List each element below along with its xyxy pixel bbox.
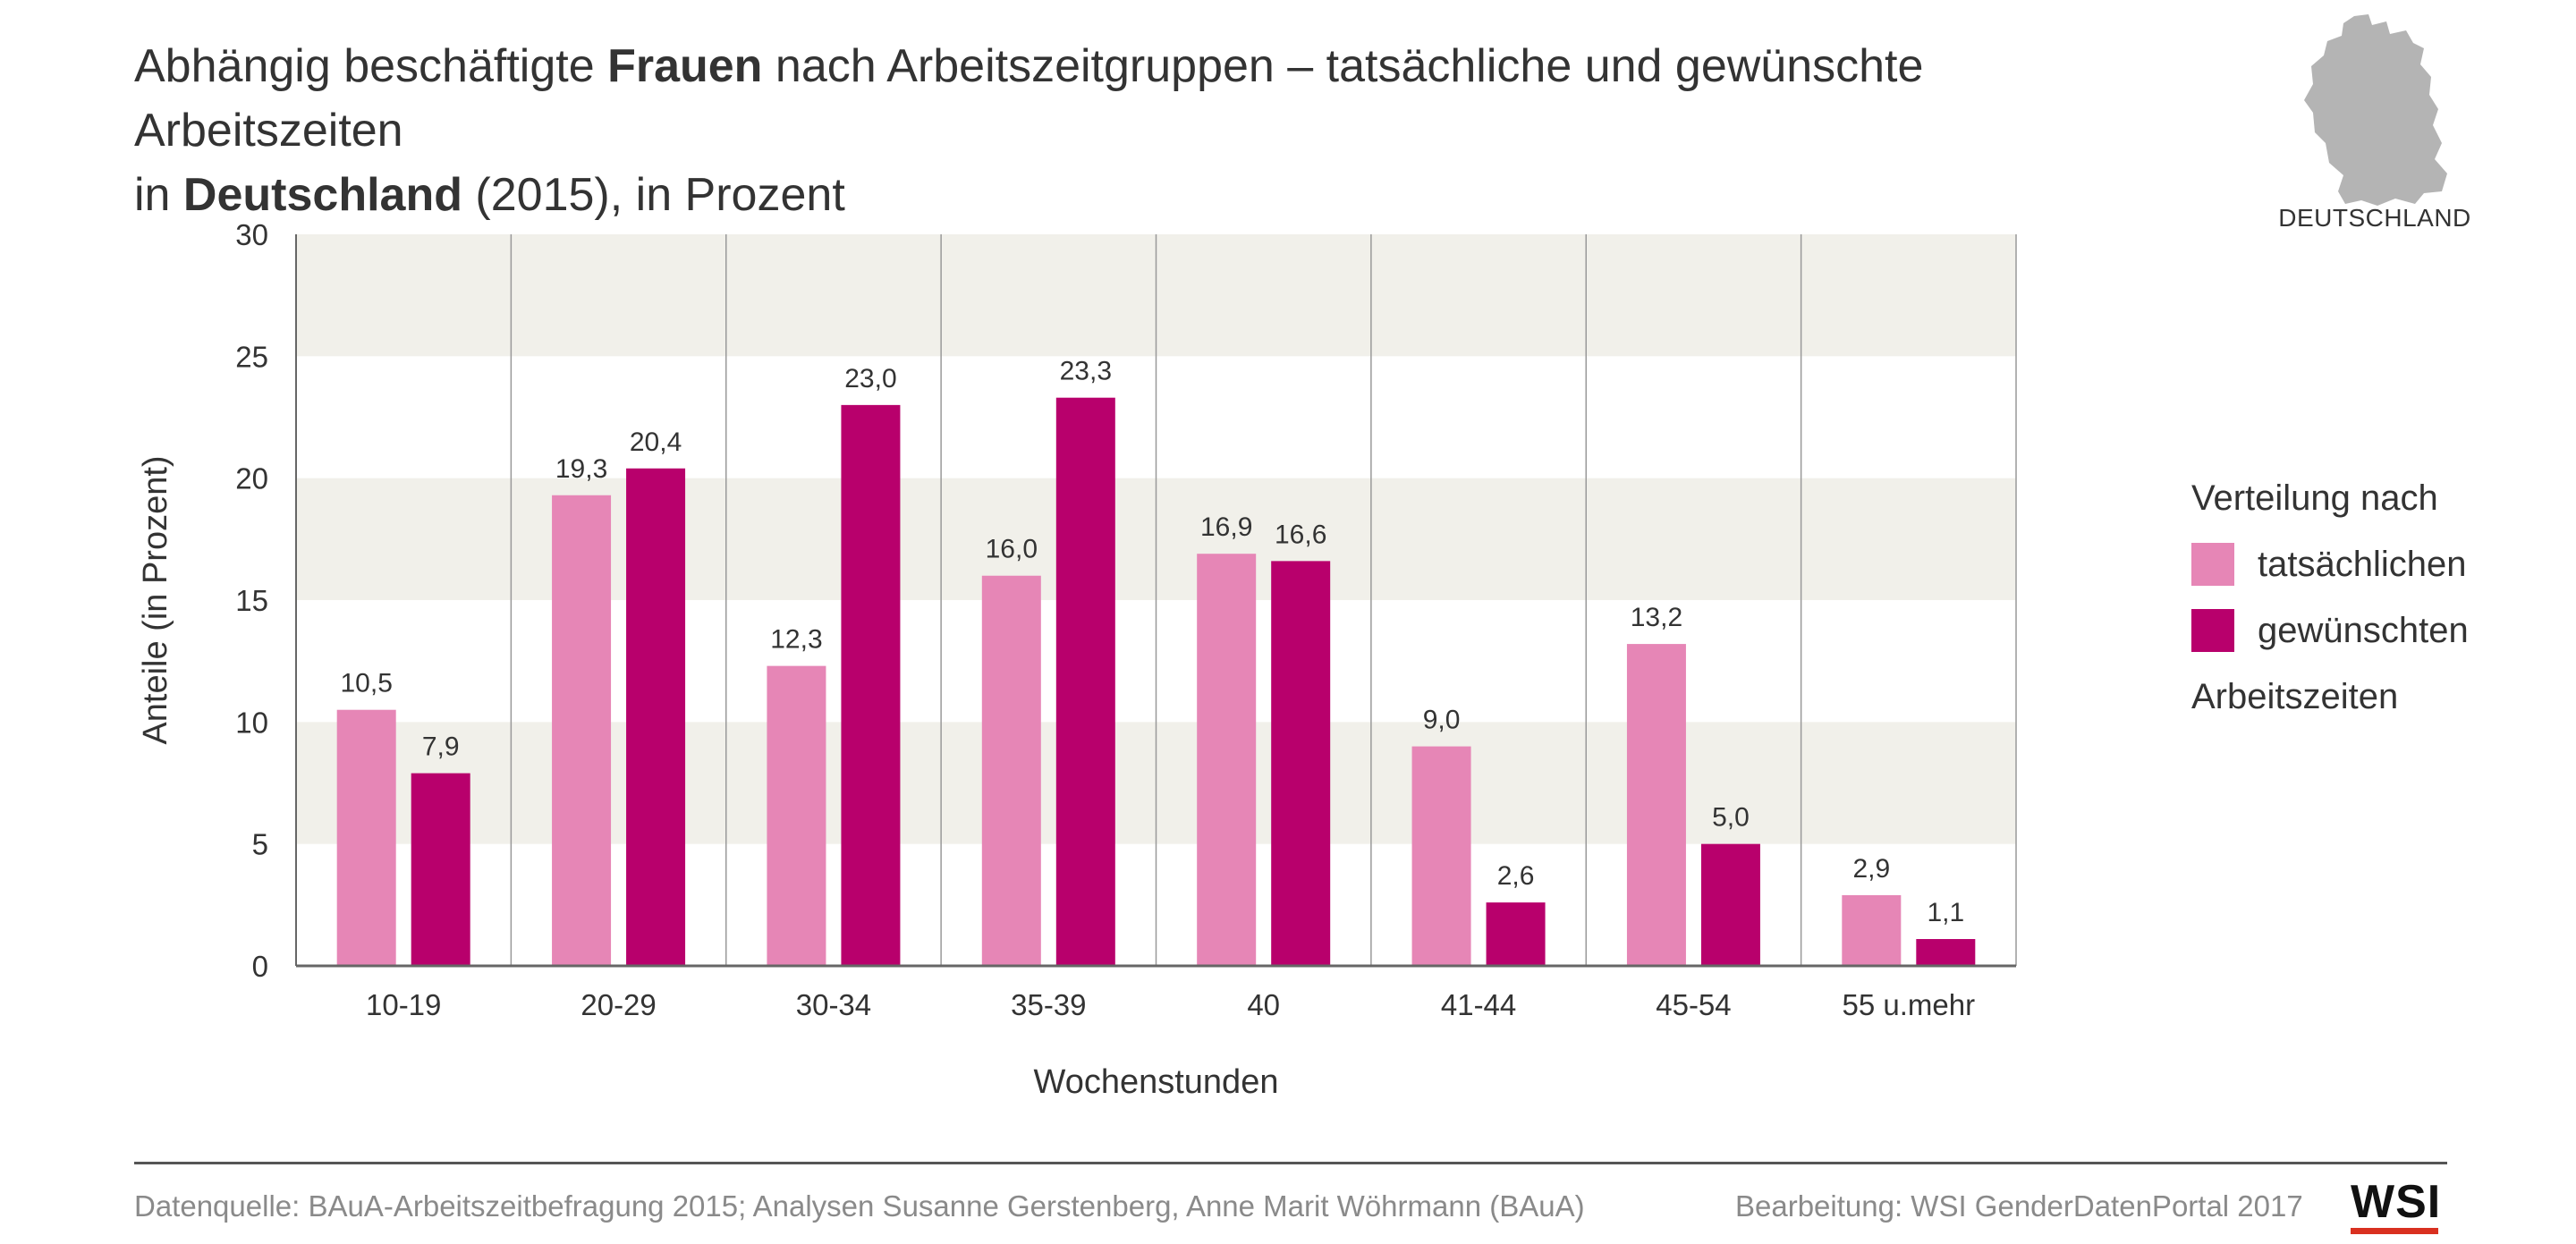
title-text: (2015), in Prozent: [462, 169, 845, 221]
title-text: nach Arbeitszeitgruppen – tatsächliche u…: [134, 40, 1924, 157]
y-tick-label: 5: [252, 828, 268, 861]
title-bold-frauen: Frauen: [607, 40, 763, 92]
value-label: 23,0: [844, 364, 896, 394]
value-label: 2,9: [1852, 854, 1890, 884]
wsi-logo: WSI: [2351, 1179, 2447, 1234]
value-label: 5,0: [1712, 803, 1750, 833]
footer-divider: [134, 1162, 2447, 1164]
bar-tatsaechlich: [1842, 894, 1902, 966]
y-tick-label: 30: [235, 218, 268, 251]
y-tick-label: 10: [235, 706, 268, 739]
y-tick-label: 15: [235, 584, 268, 617]
bar-gewuenscht: [1055, 397, 1115, 967]
legend-label: gewünschten: [2258, 610, 2469, 650]
value-label: 16,9: [1200, 512, 1252, 542]
bar-tatsaechlich: [1626, 644, 1686, 966]
bar-tatsaechlich: [981, 575, 1041, 966]
legend-heading: Verteilung nach: [2191, 478, 2438, 518]
x-tick-label: 55 u.mehr: [1843, 988, 1976, 1021]
value-label: 12,3: [770, 625, 822, 655]
value-label: 16,0: [986, 535, 1038, 564]
x-axis-label: Wochenstunden: [1034, 1063, 1279, 1101]
title-line-2: in Deutschland (2015), in Prozent: [134, 163, 2147, 227]
legend-label: tatsächlichen: [2258, 544, 2467, 584]
bars: [336, 397, 1976, 967]
x-tick-label: 10-19: [366, 988, 441, 1021]
value-label: 19,3: [555, 454, 607, 484]
credit: Bearbeitung: WSI GenderDatenPortal 2017: [1735, 1189, 2303, 1223]
bar-gewuenscht: [1271, 561, 1331, 966]
legend-swatch-tatsaechlich: [2191, 543, 2234, 586]
bar-gewuenscht: [626, 468, 686, 966]
bar-tatsaechlich: [1197, 554, 1257, 966]
bar-gewuenscht: [841, 404, 901, 966]
y-axis-ticks: 0 5 10 15 20 25 30: [235, 218, 268, 983]
bar-tatsaechlich: [1411, 746, 1471, 966]
logo-text: WSI: [2351, 1176, 2442, 1228]
bar-tatsaechlich: [336, 709, 396, 966]
title-bold-deutschland: Deutschland: [182, 169, 462, 221]
value-label: 10,5: [340, 669, 392, 698]
bar-gewuenscht: [1486, 902, 1546, 966]
value-label: 2,6: [1497, 861, 1535, 891]
legend-swatch-gewuenscht: [2191, 609, 2234, 652]
value-label: 7,9: [422, 732, 460, 762]
bar-tatsaechlich: [552, 495, 612, 966]
y-tick-label: 25: [235, 340, 268, 373]
title-text: Abhängig beschäftigte: [134, 40, 608, 92]
x-tick-label: 35-39: [1011, 988, 1086, 1021]
legend: Verteilung nach tatsächlichen gewünschte…: [2191, 465, 2469, 730]
x-axis-ticks: 10-19 20-29 30-34 35-39 40 41-44 45-54 55 u.meh…: [366, 988, 1975, 1021]
x-tick-label: 30-34: [796, 988, 871, 1021]
x-tick-label: 45-54: [1656, 988, 1731, 1021]
x-tick-label: 20-29: [580, 988, 656, 1021]
bar-gewuenscht: [1916, 939, 1976, 966]
legend-item-tatsaechlich: tatsächlichen: [2191, 531, 2469, 597]
bar-gewuenscht: [411, 773, 470, 966]
x-tick-label: 41-44: [1441, 988, 1516, 1021]
y-axis-label: Anteile (in Prozent): [137, 455, 174, 744]
value-label: 20,4: [630, 427, 682, 457]
value-labels: 10,5 7,9 19,3 20,4 12,3 23,0 16,0 23,3 16,9 16,6 9…: [340, 357, 1964, 927]
data-source: Datenquelle: BAuA-Arbeitszeitbefragung 2…: [134, 1189, 1585, 1223]
legend-item-gewuenscht: gewünschten: [2191, 597, 2469, 664]
value-label: 16,6: [1275, 520, 1326, 549]
value-label: 9,0: [1423, 706, 1461, 735]
value-label: 23,3: [1060, 357, 1112, 386]
bar-gewuenscht: [1700, 843, 1760, 966]
value-label: 13,2: [1631, 603, 1682, 632]
category-separators: [510, 234, 2017, 966]
x-tick-label: 40: [1247, 988, 1280, 1021]
y-tick-label: 0: [252, 950, 268, 983]
legend-footer: Arbeitszeiten: [2191, 677, 2399, 716]
map-label: DEUTSCHLAND: [2278, 204, 2471, 232]
bar-tatsaechlich: [767, 665, 826, 966]
title-line-1: Abhängig beschäftigte Frauen nach Arbeit…: [134, 34, 2147, 163]
title-text: in: [134, 169, 183, 221]
logo-bar: [2351, 1228, 2438, 1234]
y-tick-label: 20: [235, 462, 268, 495]
value-label: 1,1: [1927, 898, 1964, 927]
germany-map-icon: [2304, 14, 2447, 206]
chart-title: Abhängig beschäftigte Frauen nach Arbeit…: [134, 34, 2147, 227]
